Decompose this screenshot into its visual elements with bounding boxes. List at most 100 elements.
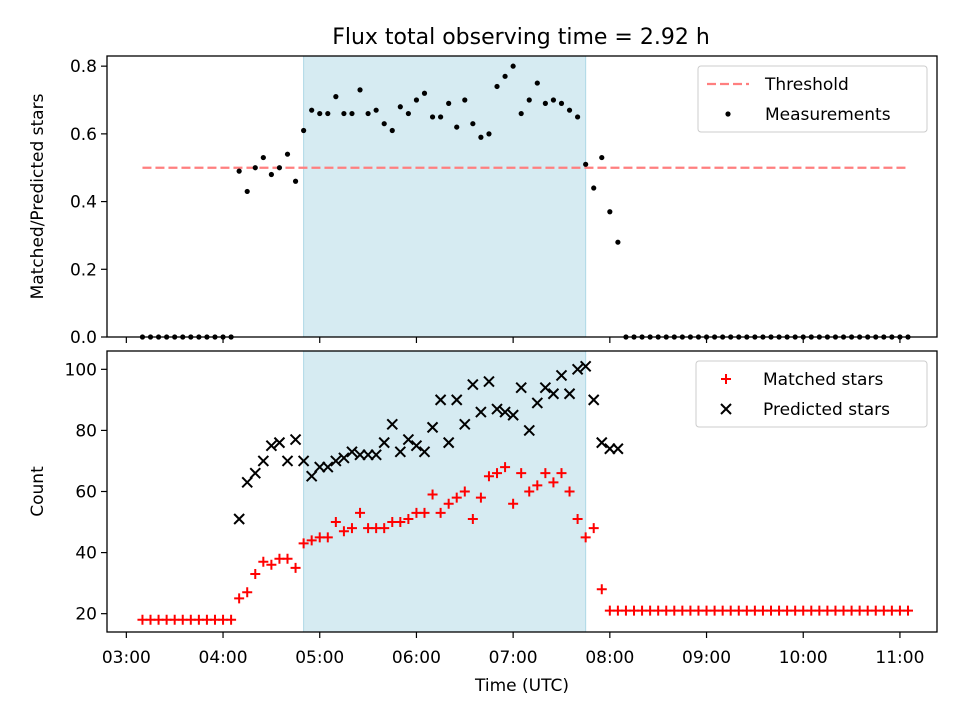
- legend-box: [697, 65, 928, 133]
- count-panel: 20 40 60 80 100 03:00 04:00 05:00 06:00 07:00 08:0…: [28, 350, 938, 696]
- observing-span: [303, 351, 586, 632]
- matched-star-point: [451, 492, 462, 503]
- measurement-point: [309, 107, 315, 113]
- matched-star-point: [346, 523, 357, 534]
- measurement-point: [268, 171, 274, 178]
- measurement-point: [591, 185, 597, 191]
- y-tick-label: 0.0: [70, 328, 97, 348]
- predicted-star-point: [571, 363, 584, 376]
- predicted-star-point: [515, 381, 527, 394]
- measurement-point: [494, 83, 500, 90]
- measurement-point: [349, 110, 355, 117]
- legend: Threshold Measurements: [697, 65, 928, 133]
- predicted-star-point: [273, 436, 286, 449]
- matched-star-point: [403, 513, 414, 524]
- measurement-point: [550, 97, 557, 103]
- measurement-point: [462, 97, 468, 103]
- matched-star-point: [322, 532, 333, 543]
- matched-star-point: [572, 513, 583, 524]
- predicted-star-point: [579, 360, 592, 372]
- predicted-star-point: [467, 378, 479, 391]
- predicted-star-point: [338, 452, 350, 464]
- x-tick-label: 11:00: [875, 648, 924, 668]
- matched-star-point: [902, 605, 913, 616]
- predicted-star-point: [330, 455, 342, 467]
- matched-star-point: [580, 532, 591, 543]
- measurement-point: [583, 161, 589, 167]
- predicted-star-point: [499, 406, 511, 418]
- predicted-star-point: [596, 436, 608, 449]
- y-tick-label: 0.2: [70, 260, 97, 280]
- predicted-star-point: [346, 446, 358, 458]
- measurement-point: [301, 127, 307, 134]
- axes-frame: [106, 55, 938, 338]
- measurement-point: [429, 114, 436, 120]
- x-tick-label: 03:00: [102, 648, 151, 668]
- matched-star-point: [532, 480, 543, 491]
- chart-title: Flux total observing time = 2.92 h: [332, 25, 710, 50]
- measurement-point: [575, 114, 581, 120]
- matched-star-point: [556, 468, 567, 479]
- x-tick-label: 04:00: [199, 648, 248, 668]
- matched-star-point: [234, 593, 245, 604]
- predicted-star-point: [289, 433, 302, 446]
- y-tick-label: 0.4: [70, 193, 97, 213]
- legend-label: Threshold: [764, 75, 849, 95]
- x-tick-label: 06:00: [392, 648, 441, 668]
- predicted-star-point: [322, 461, 334, 473]
- measurement-point: [389, 127, 395, 134]
- matched-star-point: [338, 526, 349, 537]
- measurement-point: [421, 90, 428, 96]
- predicted-star-point: [410, 439, 423, 452]
- predicted-star-point: [442, 436, 455, 449]
- measurement-point: [599, 154, 605, 161]
- measurement-point: [341, 110, 347, 117]
- measurement-point: [566, 107, 573, 113]
- predicted-star-point: [370, 449, 382, 461]
- matched-star-point: [548, 477, 559, 488]
- predicted-star-point: [281, 455, 294, 467]
- predicted-star-point: [547, 388, 560, 400]
- x-axis-label: Time (UTC): [474, 676, 569, 696]
- matched-star-point: [467, 513, 478, 524]
- matched-star-point: [492, 468, 503, 479]
- matched-star-point: [459, 486, 470, 497]
- predicted-star-point: [563, 388, 576, 400]
- y-axis-label: Matched/Predicted stars: [28, 93, 48, 299]
- matched-star-point: [475, 492, 486, 503]
- legend-swatch: [720, 403, 732, 415]
- measurement-point: [244, 188, 250, 195]
- measurement-point: [413, 97, 420, 103]
- matched-star-point: [419, 507, 430, 518]
- measurement-point: [260, 154, 266, 161]
- predicted-star-point: [233, 513, 245, 525]
- predicted-star-point: [523, 424, 535, 437]
- matched-star-point: [508, 498, 519, 509]
- predicted-star-point: [539, 381, 552, 394]
- matched-star-point: [483, 471, 494, 482]
- y-tick-label: 40: [75, 544, 97, 564]
- predicted-star-point: [459, 418, 471, 431]
- legend-label: Matched stars: [763, 370, 883, 390]
- legend-swatch: [725, 111, 731, 117]
- predicted-star-point: [418, 446, 431, 458]
- predicted-star-point: [588, 394, 600, 406]
- ratio-panel: 0.0 0.2 0.4 0.6 0.8 Matched/Predicted stars Th…: [28, 55, 938, 348]
- predicted-star-point: [426, 421, 439, 434]
- x-tick-label: 05:00: [295, 648, 344, 668]
- measurement-point: [438, 114, 444, 120]
- predicted-star-point: [531, 397, 544, 409]
- measurement-point: [325, 110, 331, 117]
- measurement-point: [518, 110, 524, 117]
- y-axis-label: Count: [28, 466, 48, 517]
- measurement-point: [333, 94, 339, 100]
- matched-star-point: [516, 468, 527, 479]
- predicted-star-point: [555, 369, 568, 382]
- x-tick-label: 07:00: [489, 648, 538, 668]
- legend-box: [695, 360, 928, 428]
- legend: Matched stars Predicted stars: [695, 360, 928, 428]
- x-tick-label: 09:00: [682, 648, 731, 668]
- matched-star-point: [427, 489, 438, 500]
- measurement-point: [542, 100, 548, 106]
